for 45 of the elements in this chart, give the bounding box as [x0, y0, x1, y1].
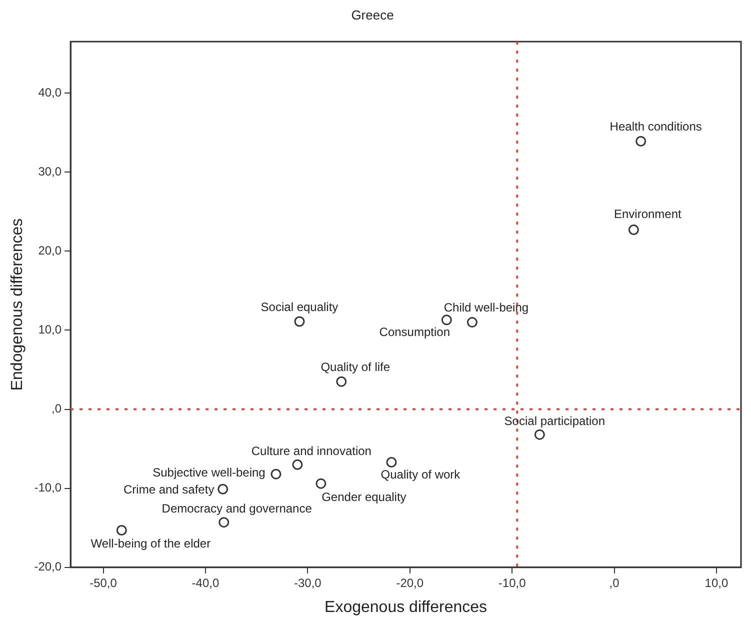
point: [270, 468, 282, 480]
annotation: Crime and safety: [123, 482, 214, 496]
point: [534, 429, 545, 440]
y-tick-label: -10,0: [34, 480, 62, 495]
x-tick-label: -40,0: [192, 576, 220, 590]
point: [441, 314, 452, 326]
x-tick-label: 10,0: [704, 576, 728, 590]
y-tick-label: -20,0: [34, 560, 62, 574]
annotation: Social equality: [260, 300, 338, 314]
y-tick-label: 10,0: [38, 322, 62, 337]
point: [386, 456, 397, 468]
annotation: Subjective well-being: [152, 465, 266, 480]
y-tick-label: 30,0: [38, 164, 62, 178]
y-tick-label: ,0: [52, 402, 62, 416]
annotation: Democracy and governance: [162, 502, 312, 516]
y-tick-label: 40,0: [38, 85, 62, 100]
chart-title: Greece: [351, 7, 394, 22]
x-tick-label: -50,0: [90, 576, 118, 590]
point: [336, 376, 347, 387]
x-tick-label: -20,0: [396, 576, 424, 590]
annotation: Well-being of the elder: [90, 536, 211, 551]
point: [116, 524, 127, 536]
annotation: Social participation: [504, 414, 606, 428]
annotation: Quality of work: [380, 468, 462, 482]
point: [294, 316, 305, 327]
point: [636, 136, 646, 146]
x-tick-label: -30,0: [294, 576, 322, 590]
point: [628, 224, 639, 236]
x-axis-title: Exogenous differences: [324, 598, 488, 616]
x-tick-label: ,0: [609, 576, 620, 590]
x-tick-label: -10,0: [498, 576, 526, 590]
annotation: Environment: [614, 207, 682, 222]
point: [218, 484, 228, 494]
annotation: Gender equality: [322, 490, 406, 504]
annotation: Culture and innovation: [251, 444, 372, 458]
annotation: Consumption: [379, 325, 450, 340]
annotation: Health conditions: [610, 120, 702, 134]
point: [466, 317, 478, 328]
annotation: Quality of life: [320, 360, 390, 374]
y-axis-title: Endogenous differences: [9, 218, 26, 391]
annotation: Child well-being: [444, 300, 529, 315]
point: [292, 459, 303, 470]
point: [316, 478, 326, 489]
point: [218, 517, 230, 528]
y-tick-label: 20,0: [38, 243, 62, 258]
